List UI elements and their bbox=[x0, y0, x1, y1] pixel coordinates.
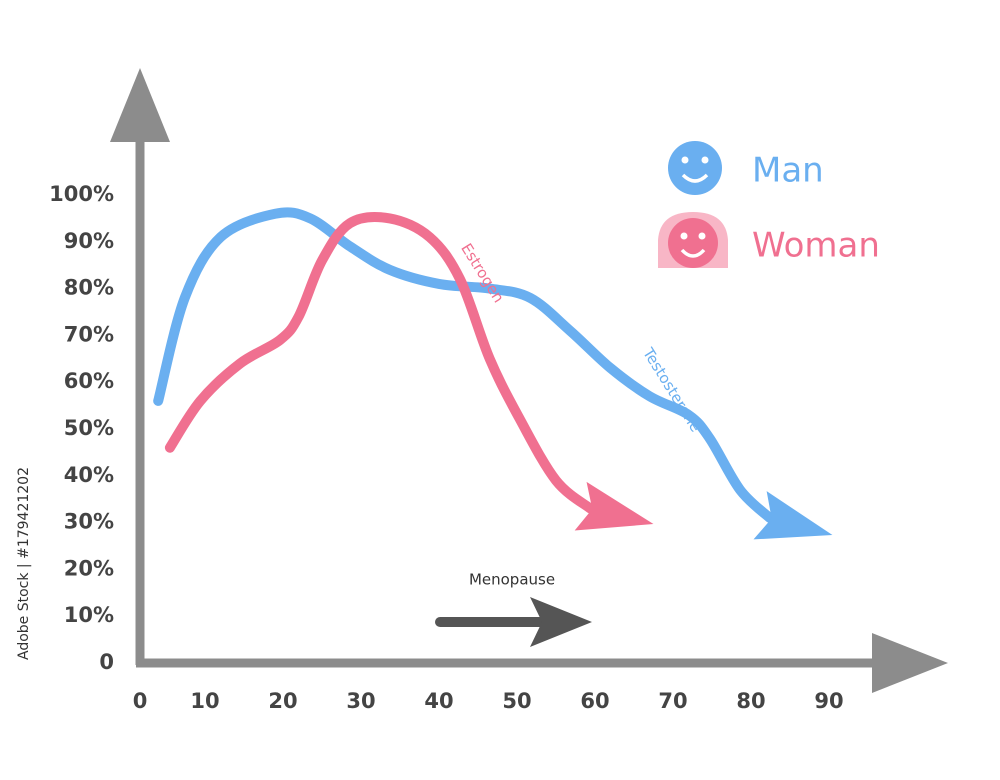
x-tick-label: 30 bbox=[346, 689, 375, 713]
line bbox=[153, 207, 775, 523]
x-tick-label: 70 bbox=[658, 689, 687, 713]
eye bbox=[701, 156, 709, 164]
axes bbox=[110, 68, 948, 693]
y-tick-label: 50% bbox=[64, 416, 114, 440]
legend bbox=[658, 141, 728, 268]
x-tick-label: 40 bbox=[424, 689, 453, 713]
x-tick-label: 10 bbox=[190, 689, 219, 713]
y-tick-label: 0 bbox=[99, 650, 114, 674]
x-tick-label: 0 bbox=[133, 689, 148, 713]
woman-icon bbox=[668, 218, 718, 268]
x-tick-label: 60 bbox=[580, 689, 609, 713]
line-label: Testosterone bbox=[639, 344, 705, 435]
watermark: Adobe Stock | #179421202 bbox=[16, 467, 32, 660]
man-icon bbox=[668, 141, 722, 195]
line bbox=[164, 212, 596, 514]
x-tick-label: 80 bbox=[736, 689, 765, 713]
eye bbox=[681, 156, 689, 164]
y-tick-label: 60% bbox=[64, 369, 114, 393]
y-tick-label: 80% bbox=[64, 276, 114, 300]
eye bbox=[680, 232, 688, 240]
y-tick-label: 20% bbox=[64, 556, 114, 580]
arrow-head bbox=[530, 597, 592, 647]
y-tick-label: 100% bbox=[49, 182, 114, 206]
eye bbox=[698, 232, 706, 240]
x-tick-label: 50 bbox=[502, 689, 531, 713]
y-tick-label: 30% bbox=[64, 510, 114, 534]
y-axis-arrow bbox=[110, 68, 170, 142]
y-tick-label: 10% bbox=[64, 603, 114, 627]
smile bbox=[680, 248, 706, 258]
menopause-arrow bbox=[435, 597, 592, 647]
y-tick-label: 40% bbox=[64, 463, 114, 487]
smile bbox=[681, 173, 709, 183]
y-tick-label: 70% bbox=[64, 322, 114, 346]
arrow-head bbox=[753, 491, 833, 540]
legend-label: Woman bbox=[752, 226, 880, 266]
y-tick-label: 90% bbox=[64, 229, 114, 253]
x-tick-label: 90 bbox=[814, 689, 843, 713]
arrow-head bbox=[574, 481, 654, 531]
legend-label: Man bbox=[752, 151, 824, 191]
annotation: Menopause bbox=[469, 571, 555, 589]
x-tick-label: 20 bbox=[268, 689, 297, 713]
x-axis-arrow bbox=[872, 633, 948, 693]
